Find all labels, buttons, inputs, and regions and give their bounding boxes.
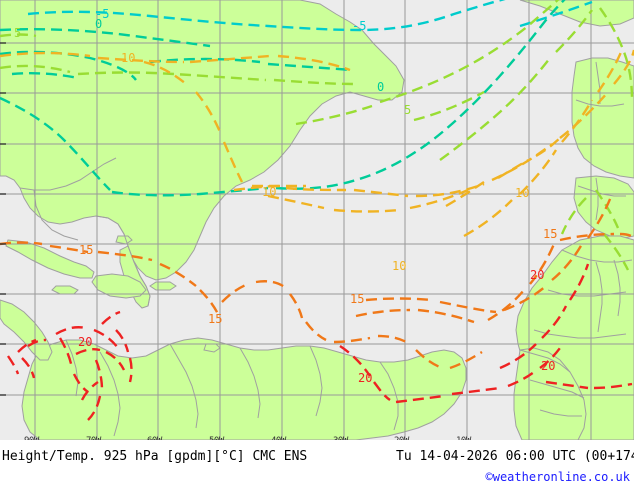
land-cuba [5,239,95,279]
land-hispaniola [91,273,147,299]
map-svg: -5 -5 0 0 5 5 10 10 10 10 15 15 15 15 20… [0,0,634,440]
contour-label: 10 [515,186,529,200]
valid-time-label: Tu 14-04-2026 06:00 UTC (00+174) [396,449,634,464]
land-jamaica [51,285,79,295]
contour-label: 15 [350,292,364,306]
contour-labels: -5 -5 0 0 5 5 10 10 10 10 15 15 15 15 20… [14,7,557,385]
contour-label: -5 [352,19,366,33]
contour-label: -5 [95,7,109,21]
contour-label: 20 [541,359,555,373]
contour-0 [0,0,566,197]
contour-label: 10 [392,259,406,273]
contour-15 [0,193,634,370]
land-south-america [21,337,467,440]
contour-label: 15 [208,312,222,326]
land-bahamas [115,235,133,245]
land-iberia [573,175,634,239]
contour-label: 10 [262,185,276,199]
contour-5 [0,0,634,271]
contour-20 [7,263,633,421]
land-puerto-rico [149,281,177,291]
land-iberia-europe [571,57,634,179]
landmasses [0,0,634,440]
contour-label: 20 [358,371,372,385]
contour-label: 20 [530,268,544,282]
map-caption: Height/Temp. 925 hPa [gpdm][°C] CMC ENS [2,449,308,464]
land-north-america [0,0,405,281]
contour-label: 5 [404,103,411,117]
footer-bar: Height/Temp. 925 hPa [gpdm][°C] CMC ENS … [0,440,634,490]
map-canvas[interactable]: -5 -5 0 0 5 5 10 10 10 10 15 15 15 15 20… [0,0,634,440]
land-central-america [0,299,53,361]
contour-label: 15 [543,227,557,241]
land-greenland [519,0,634,27]
graticule [0,0,634,440]
contour-label: 0 [95,17,102,31]
copyright-link[interactable]: ©weatheronline.co.uk [485,470,631,484]
isotherm-contours [0,0,634,421]
contour-label: 10 [121,51,135,65]
axis-ticks [0,42,6,396]
contour-minus5 [27,0,593,32]
contour-label: 0 [377,80,384,94]
contour-label: 15 [79,243,93,257]
contour-label: 5 [14,26,21,40]
contour-10 [0,49,634,238]
contour-label: 20 [78,335,92,349]
political-borders [19,61,633,437]
